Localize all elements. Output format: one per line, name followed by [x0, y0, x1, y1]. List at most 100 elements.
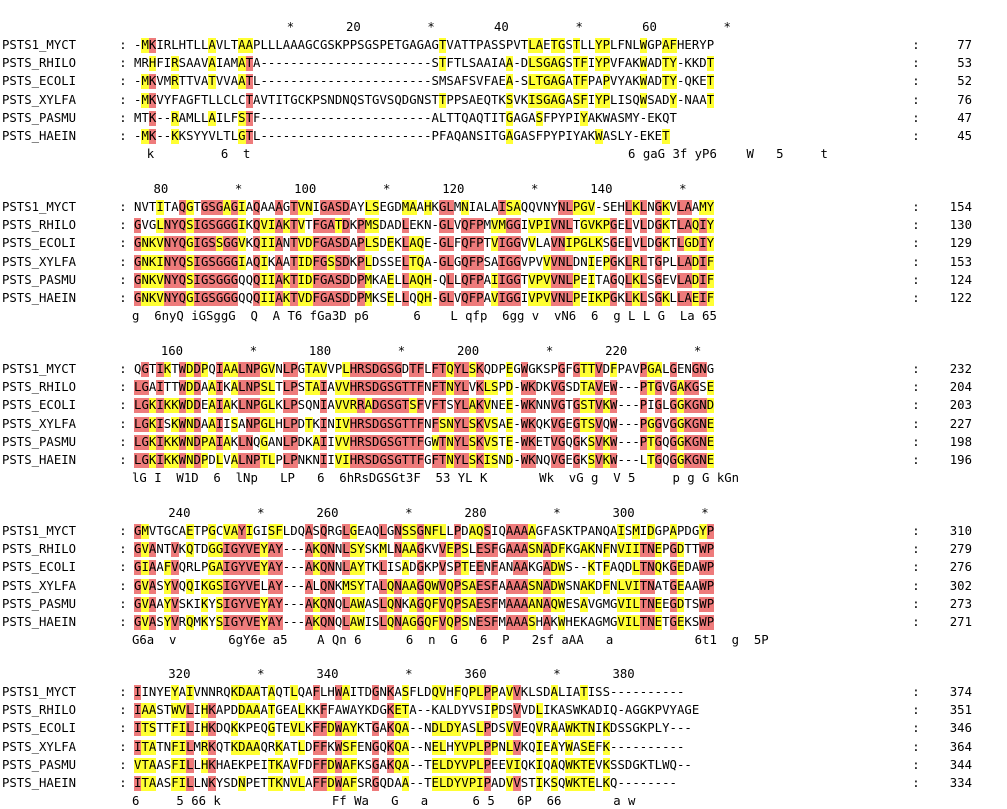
residue: -	[297, 560, 306, 575]
residue: -	[267, 56, 276, 71]
separator: :	[912, 416, 920, 431]
residue: P	[476, 236, 484, 252]
residue: K	[148, 416, 157, 432]
residue: S	[372, 236, 380, 252]
residue: V	[550, 236, 558, 252]
residue: S	[461, 578, 469, 594]
residue: K	[602, 757, 610, 773]
residue: P	[483, 721, 491, 737]
residue: L	[676, 200, 685, 215]
residue: E	[253, 615, 261, 630]
residue: -	[624, 776, 633, 790]
residue: -	[424, 703, 432, 718]
residue: W	[639, 92, 648, 108]
residue: A	[238, 416, 246, 431]
residue: L	[632, 38, 640, 52]
residue: -	[632, 776, 640, 790]
residue: E	[662, 272, 670, 287]
residue: K	[543, 416, 551, 431]
residue: L	[193, 110, 201, 125]
residue: P	[312, 92, 320, 107]
residue: P	[334, 362, 343, 376]
residue: K	[386, 757, 395, 773]
residue: M	[141, 129, 149, 144]
residue: T	[290, 291, 298, 306]
residue: F	[319, 721, 328, 737]
residue: G	[513, 272, 521, 288]
residue: K	[148, 110, 157, 126]
residue: S	[610, 129, 618, 143]
residue: I	[193, 596, 201, 611]
residue: W	[610, 453, 618, 468]
residue: R	[171, 74, 179, 90]
residue: K	[386, 739, 395, 755]
residue: V	[491, 236, 499, 252]
residue: L	[453, 272, 462, 287]
residue: L	[134, 380, 142, 396]
residue: L	[654, 721, 663, 736]
residue: A	[624, 74, 633, 89]
residue: I	[587, 272, 596, 288]
residue: Q	[334, 615, 343, 629]
residue: I	[587, 685, 596, 699]
residue: T	[565, 398, 573, 413]
residue: D	[193, 362, 201, 377]
residue-count: 346	[949, 721, 972, 736]
residue: S	[312, 524, 320, 538]
residue: -	[349, 74, 358, 89]
residue: G	[349, 524, 358, 539]
residue: K	[275, 739, 283, 755]
residue: S	[647, 272, 655, 287]
residue: A	[282, 757, 291, 772]
residue: K	[528, 380, 536, 396]
residue: K	[528, 434, 536, 450]
residue: -	[669, 776, 677, 790]
residue: E	[431, 757, 439, 773]
residue: E	[587, 739, 596, 755]
residue: T	[438, 38, 447, 53]
residue: A	[401, 757, 410, 773]
residue: P	[349, 38, 358, 52]
residue: K	[595, 218, 603, 234]
residue: -	[401, 74, 410, 89]
residue: N	[275, 434, 283, 449]
residue: N	[557, 218, 566, 234]
residue: Y	[260, 615, 268, 630]
residue: A	[253, 92, 261, 107]
residue: V	[617, 596, 625, 612]
residue: E	[676, 578, 685, 594]
residue: P	[476, 38, 484, 52]
residue: G	[223, 218, 231, 234]
residue: D	[342, 218, 350, 234]
residue: Q	[669, 757, 677, 772]
residue: G	[572, 453, 581, 468]
residue: I	[215, 434, 224, 450]
residue: W	[171, 703, 179, 719]
residue: -	[424, 74, 432, 89]
residue: L	[193, 560, 201, 575]
residue: P	[498, 380, 506, 395]
residue: G	[557, 92, 566, 108]
residue: G	[691, 524, 700, 538]
residue: M	[498, 218, 506, 234]
residue: S	[699, 380, 707, 395]
residue: Q	[319, 542, 328, 558]
residue: V	[505, 776, 514, 791]
residue: W	[610, 380, 618, 396]
residue: D	[349, 272, 358, 287]
residue: K	[305, 434, 313, 449]
sequence-residues: LGKIKKWNDPDLVALNPTLPLPNKNIIVIHRSDGSGTTFG…	[134, 453, 861, 468]
residue: N	[312, 453, 320, 467]
residue: E	[357, 739, 365, 754]
residue: E	[498, 74, 506, 89]
residue: A	[178, 685, 187, 699]
residue: V	[156, 74, 164, 89]
residue: K	[535, 362, 544, 376]
residue: T	[520, 272, 529, 287]
residue: Y	[171, 218, 179, 234]
residue: S	[364, 416, 372, 432]
residue: T	[245, 74, 253, 90]
residue: E	[253, 721, 261, 736]
residue: K	[587, 542, 596, 558]
residue: M	[379, 542, 387, 558]
